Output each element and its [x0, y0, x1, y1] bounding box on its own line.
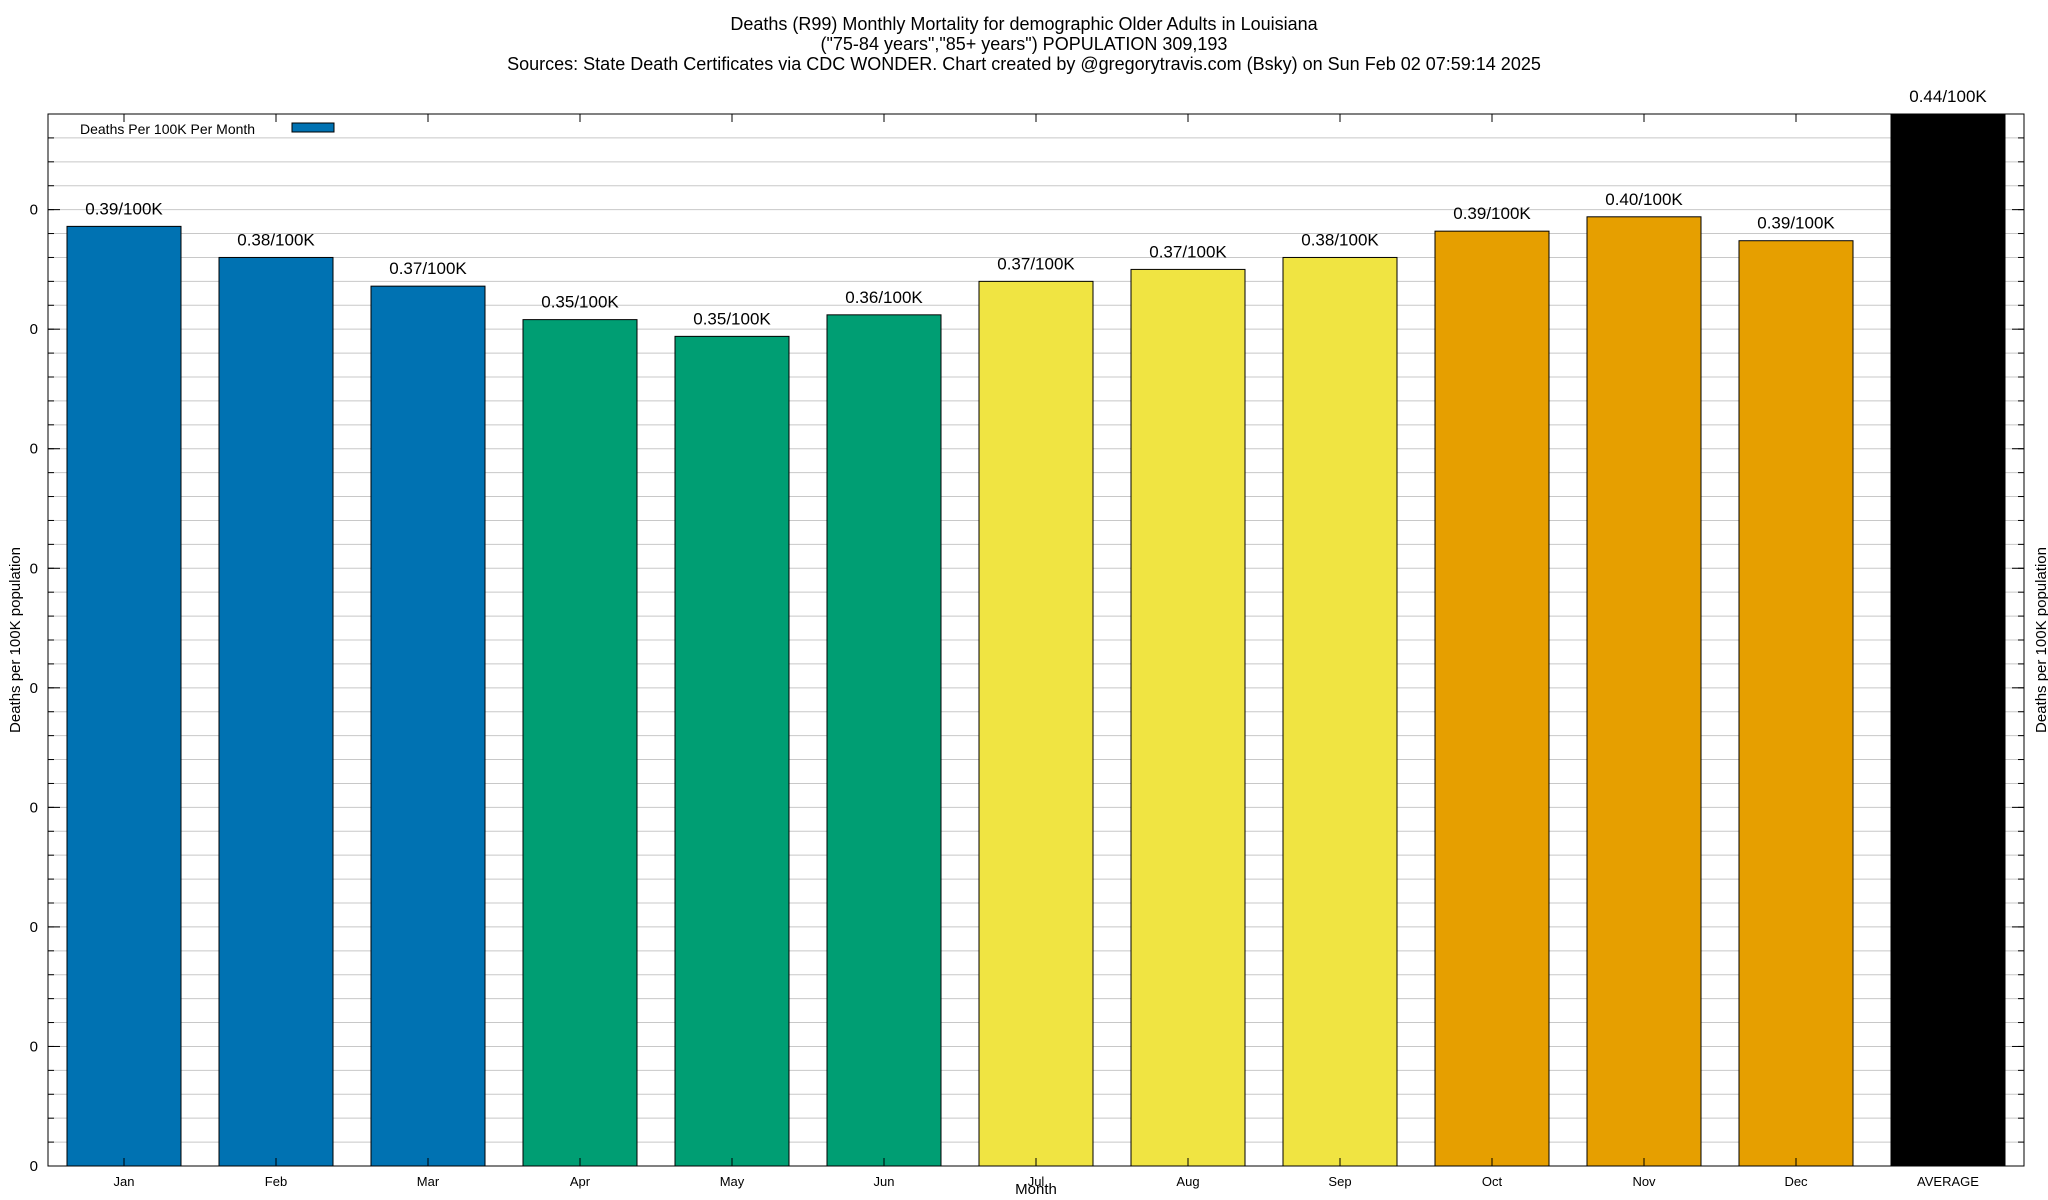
data-label: 0.39/100K: [85, 199, 163, 218]
y-tick-label: 0: [30, 680, 38, 697]
x-tick-label: AVERAGE: [1917, 1174, 1979, 1189]
y-tick-label: 0: [30, 441, 38, 458]
data-label: 0.35/100K: [541, 293, 619, 312]
x-tick-label: Dec: [1784, 1174, 1808, 1189]
x-tick-label: May: [720, 1174, 745, 1189]
data-label: 0.37/100K: [389, 259, 467, 278]
x-tick-label: Aug: [1176, 1174, 1199, 1189]
bar: [1282, 256, 1398, 1167]
data-label: 0.44/100K: [1909, 87, 1987, 106]
y-tick-label: 0: [30, 1038, 38, 1055]
bar: [1738, 240, 1854, 1167]
y-tick-label: 0: [30, 202, 38, 219]
x-tick-label: Mar: [417, 1174, 440, 1189]
y-tick-label: 0: [30, 321, 38, 338]
data-label: 0.39/100K: [1453, 204, 1531, 223]
data-label: 0.35/100K: [693, 309, 771, 328]
bar: [66, 225, 182, 1167]
chart-subtitle: ("75-84 years","85+ years") POPULATION 3…: [821, 34, 1228, 54]
bar: [1586, 216, 1702, 1167]
x-tick-label: Sep: [1328, 1174, 1351, 1189]
legend-label: Deaths Per 100K Per Month: [80, 121, 255, 137]
bar: [370, 285, 486, 1167]
x-tick-label: Jan: [114, 1174, 135, 1189]
y-axis-label: Deaths per 100K population: [7, 547, 24, 733]
bar: [1890, 113, 2006, 1167]
x-tick-label: Nov: [1632, 1174, 1656, 1189]
legend-swatch: [291, 122, 335, 133]
data-label: 0.36/100K: [845, 288, 923, 307]
data-label: 0.38/100K: [1301, 230, 1379, 249]
bar: [1130, 268, 1246, 1167]
data-label: 0.37/100K: [997, 254, 1075, 273]
y-tick-label: 0: [30, 919, 38, 936]
bar: [218, 256, 334, 1167]
x-tick-label: Feb: [265, 1174, 287, 1189]
labels: 0 0 0 0 0 0 0 0 0 0.39/100K Jan 0.38/100K Feb 0.37/10…: [30, 87, 1988, 1189]
data-label: 0.40/100K: [1605, 190, 1683, 209]
data-label: 0.39/100K: [1757, 214, 1835, 233]
x-tick-label: Jun: [874, 1174, 895, 1189]
bar: [1434, 230, 1550, 1167]
y2-axis-label: Deaths per 100K population: [2033, 547, 2048, 733]
y-tick-label: 0: [30, 799, 38, 816]
bar: [522, 319, 638, 1167]
bars: [66, 113, 2006, 1167]
x-tick-label: Apr: [570, 1174, 591, 1189]
chart-title: Deaths (R99) Monthly Mortality for demog…: [730, 14, 1318, 34]
legend: Deaths Per 100K Per Month: [80, 121, 335, 137]
data-label: 0.37/100K: [1149, 242, 1227, 261]
x-tick-label: Jul: [1028, 1174, 1045, 1189]
x-tick-label: Oct: [1482, 1174, 1503, 1189]
plot-frame: [47, 113, 2025, 1167]
x-axis-label: Month: [1015, 1181, 1057, 1198]
bar: [826, 314, 942, 1167]
y-tick-label: 0: [30, 1158, 38, 1175]
bar: [674, 335, 790, 1167]
chart-source-line: Sources: State Death Certificates via CD…: [507, 54, 1541, 74]
data-label: 0.38/100K: [237, 230, 315, 249]
bar: [978, 280, 1094, 1167]
y-tick-label: 0: [30, 560, 38, 577]
tick-marks: [48, 114, 2024, 1167]
